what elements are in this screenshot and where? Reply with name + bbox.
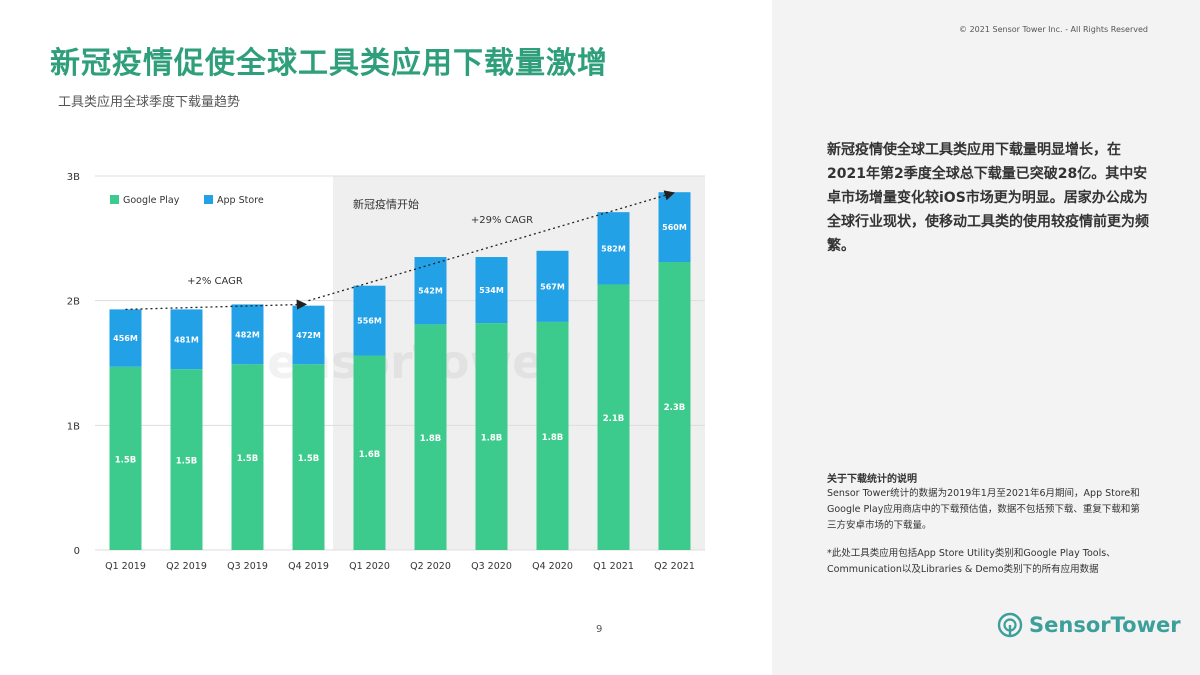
logo-text: SensorTower: [1029, 613, 1181, 637]
y-tick-label: 0: [74, 546, 80, 557]
bar-app-store: [292, 305, 325, 365]
x-tick-label: Q2 2020: [410, 561, 451, 572]
legend-label: Google Play: [123, 195, 180, 206]
bar-label-app-store: 534M: [479, 286, 504, 295]
footnote: *此处工具类应用包括App Store Utility类别和Google Pla…: [827, 548, 1116, 575]
watermark-text: SensorTower: [234, 335, 566, 389]
right-panel: © 2021 Sensor Tower Inc. - All Rights Re…: [772, 0, 1200, 675]
bar-label-google-play: 1.5B: [176, 457, 198, 467]
bar-label-app-store: 472M: [296, 331, 321, 340]
bar-label-google-play: 1.5B: [237, 454, 259, 464]
bar-label-google-play: 1.5B: [115, 455, 137, 465]
note-body: Sensor Tower统计的数据为2019年1月至2021年6月期间，App …: [827, 488, 1140, 531]
bar-google-play: [170, 369, 203, 550]
x-tick-label: Q2 2019: [166, 561, 207, 572]
y-axis-ticks: 0 1B 2B 3B: [67, 172, 80, 557]
x-tick-label: Q4 2019: [288, 561, 329, 572]
legend-swatch: [204, 195, 213, 204]
bar-google-play: [414, 324, 447, 550]
bar-app-store: [109, 309, 142, 367]
copyright-text: © 2021 Sensor Tower Inc. - All Rights Re…: [959, 25, 1148, 34]
page-title: 新冠疫情促使全球工具类应用下载量激增: [50, 46, 608, 81]
bar-label-app-store: 567M: [540, 282, 565, 291]
y-tick-label: 2B: [67, 297, 80, 308]
x-tick-label: Q3 2020: [471, 561, 512, 572]
page-subtitle: 工具类应用全球季度下载量趋势: [58, 95, 241, 110]
bar-google-play: [109, 366, 142, 550]
y-tick-label: 3B: [67, 172, 80, 183]
cagr-label-2019: +2% CAGR: [187, 276, 243, 287]
bar-label-google-play: 1.8B: [420, 434, 442, 444]
bar-google-play: [475, 323, 508, 550]
annotations: 新冠疫情开始 +2% CAGR +29% CAGR: [125, 190, 675, 311]
bar-label-app-store: 582M: [601, 244, 626, 253]
bar-label-google-play: 2.1B: [603, 414, 625, 424]
bar-app-store: [231, 304, 264, 365]
bar-label-google-play: 1.6B: [359, 450, 381, 460]
bar-label-google-play: 1.8B: [542, 433, 564, 443]
bar-google-play: [597, 284, 630, 550]
cagr-arrow-2020: [308, 190, 675, 302]
pandemic-label: 新冠疫情开始: [353, 197, 419, 211]
bar-google-play: [353, 355, 386, 550]
note-title: 关于下载统计的说明: [827, 474, 917, 485]
legend: Google Play App Store: [110, 195, 264, 206]
bar-label-app-store: 456M: [113, 334, 138, 343]
bar-label-app-store: 481M: [174, 335, 199, 344]
cagr-label-2020: +29% CAGR: [471, 215, 533, 226]
bar-label-google-play: 1.8B: [481, 434, 503, 444]
bars: 1.5B 456M 1.5B 481M 1.5B 482M 1.5B 472M 1.6B 556M…: [109, 192, 691, 550]
bar-app-store: [536, 250, 569, 322]
legend-label: App Store: [217, 195, 264, 206]
legend-swatch: [110, 195, 119, 204]
bar-google-play: [536, 321, 569, 550]
bar-app-store: [170, 309, 203, 370]
bar-google-play: [292, 364, 325, 550]
pandemic-shade: [333, 176, 705, 550]
bar-label-google-play: 2.3B: [664, 403, 686, 413]
bar-label-google-play: 1.5B: [298, 454, 320, 464]
logo-icon: [997, 612, 1023, 638]
bar-app-store: [597, 212, 630, 285]
sensor-tower-logo: SensorTower: [997, 612, 1181, 638]
bar-label-app-store: 556M: [357, 317, 382, 326]
bar-app-store: [353, 285, 386, 356]
x-axis-ticks: Q1 2019 Q2 2019 Q3 2019 Q4 2019 Q1 2020 Q2 20…: [105, 561, 695, 572]
bar-label-app-store: 542M: [418, 287, 443, 296]
x-tick-label: Q1 2021: [593, 561, 634, 572]
x-tick-label: Q1 2019: [105, 561, 146, 572]
page-number: 9: [596, 624, 603, 635]
x-tick-label: Q3 2019: [227, 561, 268, 572]
y-tick-label: 1B: [67, 421, 80, 432]
summary-text: 新冠疫情使全球工具类应用下载量明显增长，在2021年第2季度全球总下载量已突破2…: [827, 142, 1149, 254]
x-tick-label: Q2 2021: [654, 561, 695, 572]
cagr-arrow-2019: [125, 299, 308, 311]
x-tick-label: Q4 2020: [532, 561, 573, 572]
bar-label-app-store: 560M: [662, 223, 687, 232]
bar-google-play: [231, 364, 264, 550]
bar-label-app-store: 482M: [235, 330, 260, 339]
bar-app-store: [658, 192, 691, 263]
x-tick-label: Q1 2020: [349, 561, 390, 572]
bar-google-play: [658, 262, 691, 550]
bar-app-store: [475, 257, 508, 324]
